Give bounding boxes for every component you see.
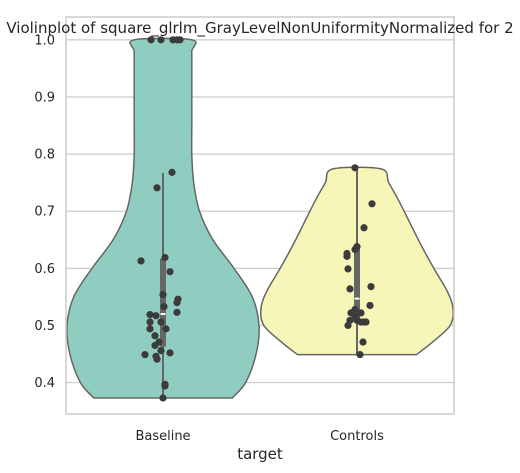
strip-points — [137, 36, 376, 402]
data-point — [146, 318, 154, 326]
data-point — [176, 36, 184, 44]
y-tick-label: 0.6 — [34, 262, 55, 277]
data-point — [359, 338, 367, 346]
data-point — [166, 268, 174, 276]
data-point — [366, 301, 374, 310]
data-point — [141, 350, 149, 359]
x-tick-label: Controls — [330, 429, 384, 444]
data-point — [162, 325, 170, 333]
data-point — [153, 355, 161, 363]
x-tick-label: Baseline — [135, 429, 190, 444]
y-tick-label: 0.8 — [34, 148, 55, 163]
data-point — [360, 224, 368, 232]
data-point — [160, 303, 168, 311]
data-point — [356, 350, 364, 359]
data-point — [173, 299, 181, 307]
data-point — [368, 200, 376, 208]
y-tick-label: 1.0 — [34, 33, 55, 48]
y-tick-label: 0.4 — [34, 376, 55, 391]
data-point — [137, 257, 145, 265]
data-point — [146, 325, 154, 333]
data-point — [344, 321, 352, 330]
data-point — [166, 349, 174, 357]
data-point — [157, 36, 165, 44]
y-tick-label: 0.5 — [34, 319, 55, 334]
data-point — [157, 346, 165, 355]
data-point — [344, 265, 352, 273]
data-point — [168, 168, 176, 176]
data-point — [151, 332, 159, 340]
data-point — [173, 308, 181, 316]
data-point — [152, 312, 160, 320]
data-point — [346, 285, 354, 293]
data-point — [367, 283, 375, 291]
median-marker — [160, 313, 166, 316]
data-point — [159, 291, 167, 299]
data-point — [343, 252, 351, 260]
y-tick-label: 0.9 — [34, 90, 55, 105]
data-point — [146, 311, 154, 319]
violins — [66, 37, 454, 399]
chart-title: Violinplot of square_glrlm_GrayLevelNonU… — [6, 19, 513, 38]
data-point — [147, 36, 155, 44]
data-point — [161, 253, 169, 262]
x-axis-label: target — [237, 445, 283, 463]
y-tick-labels: 0.4 0.5 0.6 0.7 0.8 0.9 1.0 — [34, 33, 55, 391]
data-point — [351, 245, 359, 254]
data-point — [159, 394, 167, 402]
data-point — [360, 318, 368, 326]
data-point — [151, 341, 159, 350]
plot-frame — [65, 16, 455, 415]
data-point — [153, 184, 161, 192]
data-point — [157, 318, 165, 326]
x-tick-labels: Baseline Controls — [135, 429, 384, 444]
y-tick-label: 0.7 — [34, 205, 55, 220]
data-point — [357, 309, 365, 317]
data-point — [161, 382, 169, 390]
data-point — [351, 164, 359, 172]
median-marker — [354, 297, 360, 300]
